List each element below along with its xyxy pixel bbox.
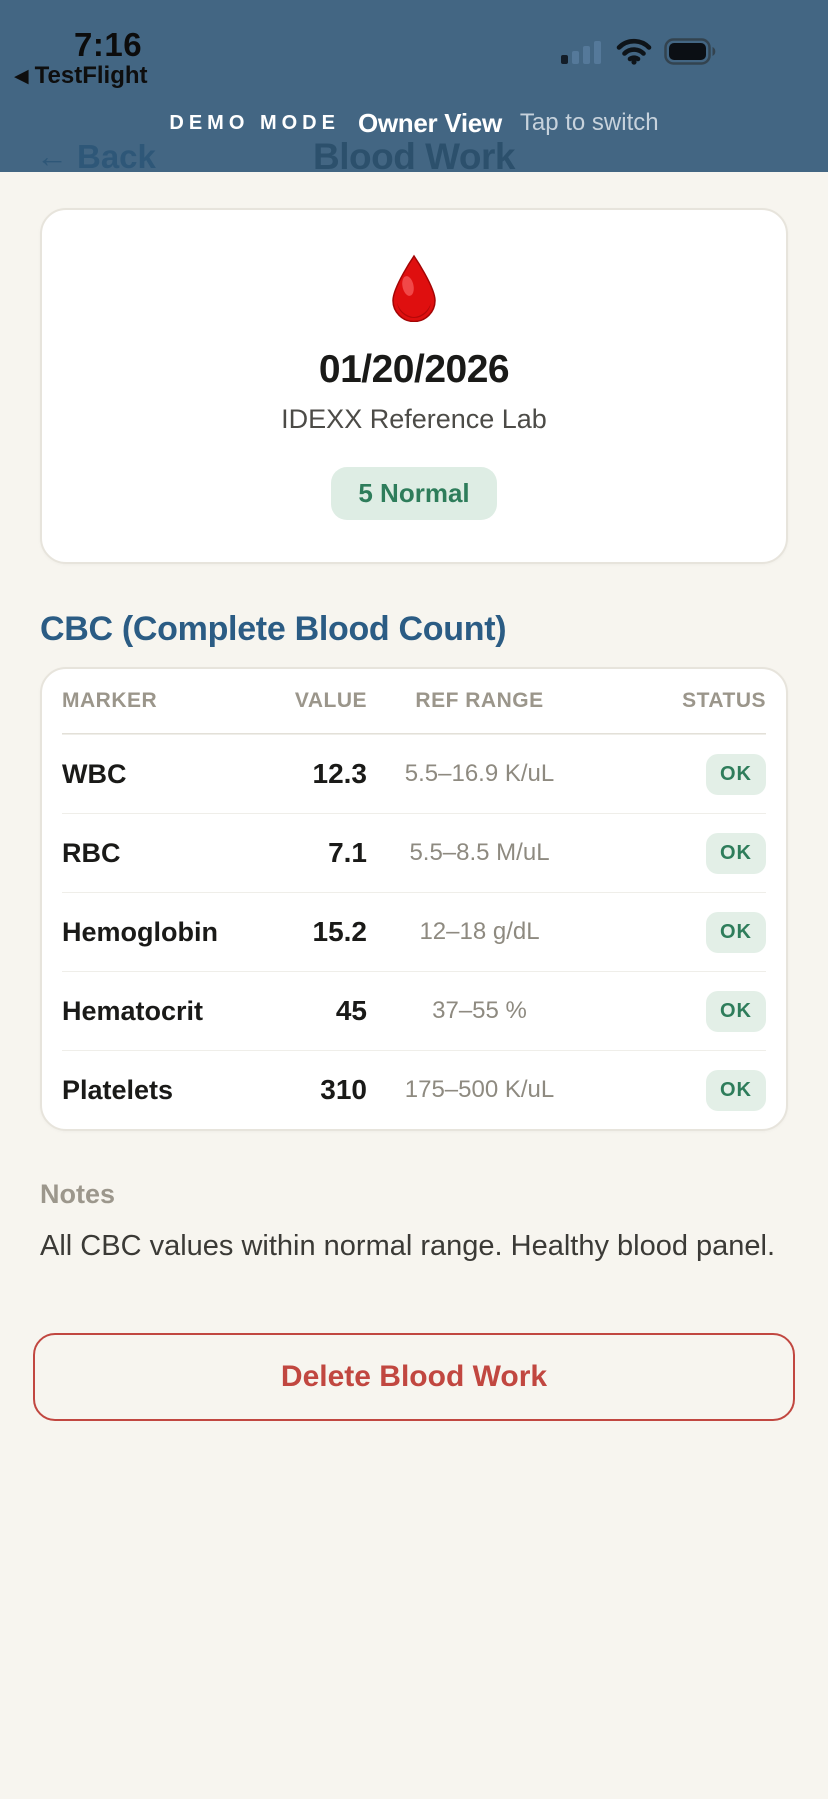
ref-range: 175–500 K/uL <box>404 1076 555 1103</box>
notes-label: Notes <box>40 1179 116 1209</box>
ref-range: 37–55 % <box>432 997 527 1024</box>
ref-range: 12–18 g/dL <box>419 918 540 945</box>
status-badge: OK <box>706 1069 766 1111</box>
marker-name: Hemoglobin <box>62 916 218 947</box>
marker-value: 45 <box>335 995 367 1026</box>
ref-range: 5.5–16.9 K/uL <box>404 760 555 787</box>
demo-mode-label: DEMO MODE <box>169 111 340 134</box>
marker-value: 310 <box>320 1074 367 1105</box>
status-column-header: STATUS <box>682 689 766 712</box>
marker-name: Platelets <box>62 1074 174 1105</box>
demo-mode-banner[interactable]: 7:16 ◀ TestFlight <box>0 0 828 172</box>
section-title: CBC (Complete Blood Count) <box>40 610 507 648</box>
ref-range: 5.5–8.5 M/uL <box>409 839 550 866</box>
results-table: MARKER VALUE REF RANGE STATUS WBC 12.3 5… <box>40 667 788 1131</box>
owner-view-label: Owner View <box>357 107 502 138</box>
marker-value: 7.1 <box>328 837 367 868</box>
delete-blood-work-button[interactable]: Delete Blood Work <box>33 1333 795 1421</box>
marker-name: WBC <box>62 758 127 789</box>
record-date: 01/20/2026 <box>318 348 510 391</box>
marker-value: 12.3 <box>312 758 368 789</box>
lab-name: IDEXX Reference Lab <box>281 404 547 434</box>
marker-value: 15.2 <box>312 916 368 947</box>
status-badge: OK <box>706 832 766 874</box>
blood-drop-icon <box>385 252 443 322</box>
status-badge: OK <box>706 911 766 953</box>
marker-column-header: MARKER <box>62 689 158 712</box>
summary-card: 01/20/2026 IDEXX Reference Lab 5 Normal <box>40 208 788 564</box>
table-body: WBC 12.3 5.5–16.9 K/uL OK RBC 7.1 5.5–8.… <box>62 734 766 1129</box>
marker-name: Hematocrit <box>62 995 204 1026</box>
tap-to-switch-hint[interactable]: Tap to switch <box>519 109 659 136</box>
status-badge: OK <box>706 990 766 1032</box>
table-header-row: MARKER VALUE REF RANGE STATUS <box>62 669 766 734</box>
status-time: 7:16 <box>74 26 143 63</box>
status-badge: OK <box>706 753 766 795</box>
testflight-back-link[interactable]: ◀ TestFlight <box>14 62 148 89</box>
value-column-header: VALUE <box>294 689 367 712</box>
ref-range-column-header: REF RANGE <box>415 689 544 712</box>
notes-text: All CBC values within normal range. Heal… <box>40 1230 776 1262</box>
demo-mode-row: DEMO MODE Owner View Tap to switch <box>0 100 828 146</box>
table-row: Hematocrit 45 37–55 % OK <box>62 971 766 1050</box>
status-bar: 7:16 ◀ TestFlight <box>0 0 828 96</box>
table-row: RBC 7.1 5.5–8.5 M/uL OK <box>62 813 766 892</box>
scroll-content: 01/20/2026 IDEXX Reference Lab 5 Normal … <box>33 208 795 1421</box>
back-triangle-icon: ◀ <box>14 65 29 87</box>
battery-icon <box>664 38 716 65</box>
table-row: WBC 12.3 5.5–16.9 K/uL OK <box>62 734 766 813</box>
table-row: Platelets 310 175–500 K/uL OK <box>62 1050 766 1129</box>
table-row: Hemoglobin 15.2 12–18 g/dL OK <box>62 892 766 971</box>
wifi-icon <box>616 38 652 65</box>
normal-count-badge: 5 Normal <box>331 467 497 520</box>
cellular-signal-icon <box>561 40 601 64</box>
marker-name: RBC <box>62 837 121 868</box>
